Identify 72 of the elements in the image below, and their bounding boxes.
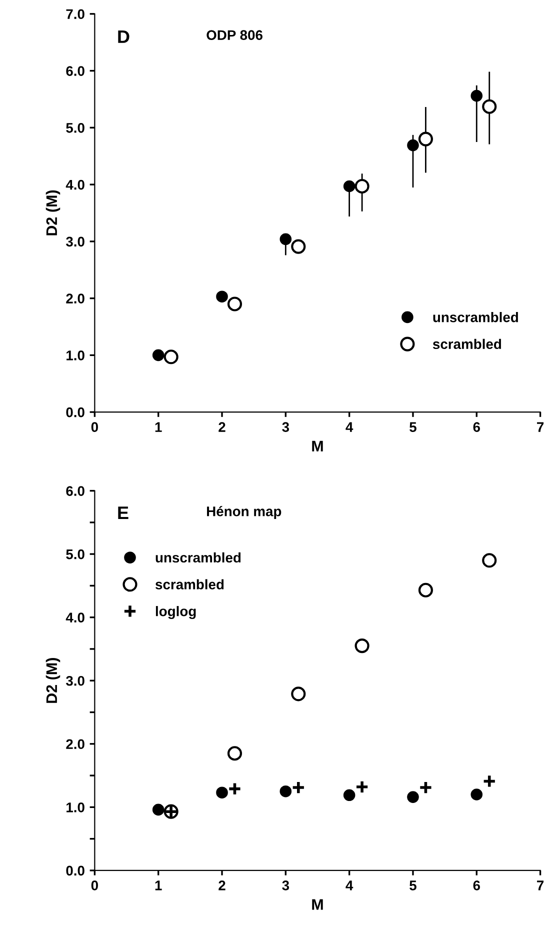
point — [355, 780, 369, 794]
y-tick-label: 3.0 — [66, 236, 84, 247]
point — [227, 296, 242, 312]
y-tick-label: 0.0 — [66, 407, 84, 418]
point — [343, 180, 356, 192]
x-axis-title: M — [312, 899, 323, 910]
x-tick-label: 3 — [282, 422, 290, 432]
legend-label: scrambled — [432, 338, 501, 350]
point — [280, 233, 292, 246]
legend-label: unscrambled — [433, 312, 518, 322]
x-tick-label: 4 — [346, 880, 354, 890]
point — [407, 139, 419, 152]
y-tick-label: 7.0 — [66, 9, 84, 20]
point — [280, 785, 292, 798]
point — [407, 791, 419, 803]
annotation: E — [118, 506, 128, 520]
point — [291, 780, 306, 794]
point — [470, 788, 483, 800]
x-tick-label: 0 — [91, 422, 98, 432]
x-tick-label: 2 — [218, 880, 226, 890]
x-tick-label: 7 — [537, 880, 544, 890]
legend-label: loglog — [156, 606, 196, 620]
point — [343, 789, 356, 802]
x-tick-label: 3 — [282, 880, 290, 890]
y-tick-label: 1.0 — [66, 350, 84, 360]
point — [354, 638, 370, 654]
annotation: D — [118, 30, 130, 43]
y-tick-label: 1.0 — [66, 802, 84, 812]
x-tick-label: 6 — [473, 422, 480, 432]
point — [482, 99, 497, 114]
point — [418, 780, 433, 794]
point — [482, 553, 497, 568]
y-tick-label: 4.0 — [66, 180, 84, 190]
y-tick-label: 4.0 — [66, 612, 84, 623]
y-tick-label: 6.0 — [66, 486, 84, 496]
y-tick-label: 5.0 — [66, 122, 84, 133]
y-tick-label: 2.0 — [66, 294, 84, 304]
x-tick-label: 2 — [218, 422, 226, 432]
annotation: Hénon map — [207, 506, 282, 520]
point — [470, 90, 483, 102]
x-tick-label: 5 — [410, 422, 416, 432]
y-tick-label: 6.0 — [66, 66, 84, 76]
point — [418, 582, 433, 598]
x-tick-label: 1 — [155, 880, 162, 890]
point — [482, 774, 496, 788]
annotation: ODP 806 — [206, 30, 262, 40]
point — [152, 349, 164, 362]
point — [216, 290, 228, 303]
y-tick-label: 2.0 — [66, 739, 84, 750]
point — [291, 239, 306, 254]
point — [418, 132, 433, 146]
y-axis-title: D2 (M) — [46, 190, 60, 236]
point — [291, 686, 306, 702]
x-tick-label: 1 — [155, 422, 162, 432]
x-axis-title: M — [312, 440, 323, 452]
point — [354, 178, 370, 194]
x-tick-label: 4 — [346, 422, 354, 432]
y-tick-label: 5.0 — [66, 549, 84, 560]
x-tick-label: 7 — [537, 422, 544, 432]
x-tick-label: 5 — [410, 880, 416, 890]
x-tick-label: 6 — [473, 880, 480, 890]
legend-label: scrambled — [155, 579, 224, 590]
x-tick-label: 0 — [91, 880, 98, 890]
point — [164, 350, 178, 364]
legend-label: unscrambled — [156, 552, 241, 563]
point — [228, 782, 242, 796]
point — [152, 804, 164, 816]
point — [227, 746, 242, 761]
y-tick-label: 3.0 — [66, 676, 84, 686]
point — [216, 786, 228, 799]
y-axis-title: D2 (M) — [46, 658, 60, 703]
y-tick-label: 0.0 — [66, 866, 84, 876]
